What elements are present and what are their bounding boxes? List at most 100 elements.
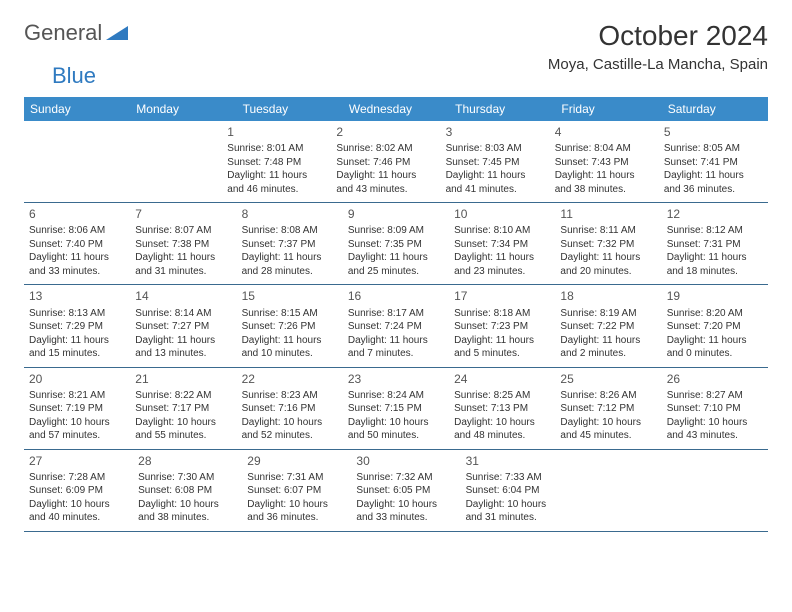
day-cell: 12Sunrise: 8:12 AMSunset: 7:31 PMDayligh… [662, 203, 768, 284]
daylight-text: Daylight: 11 hours [348, 334, 444, 348]
day-number: 3 [446, 124, 545, 140]
sunset-text: Sunset: 7:16 PM [242, 402, 338, 416]
sunset-text: Sunset: 6:09 PM [29, 484, 128, 498]
day-number: 24 [454, 371, 550, 387]
sunrise-text: Sunrise: 8:27 AM [667, 389, 763, 403]
sunset-text: Sunset: 6:07 PM [247, 484, 346, 498]
day-cell: 11Sunrise: 8:11 AMSunset: 7:32 PMDayligh… [555, 203, 661, 284]
sunrise-text: Sunrise: 8:10 AM [454, 224, 550, 238]
daylight-text: Daylight: 10 hours [138, 498, 237, 512]
sunset-text: Sunset: 7:48 PM [227, 156, 326, 170]
sunset-text: Sunset: 7:34 PM [454, 238, 550, 252]
day-number: 29 [247, 453, 346, 469]
day-cell: 19Sunrise: 8:20 AMSunset: 7:20 PMDayligh… [662, 285, 768, 366]
daylight-text: and 0 minutes. [667, 347, 763, 361]
daylight-text: Daylight: 10 hours [135, 416, 231, 430]
daylight-text: Daylight: 11 hours [454, 334, 550, 348]
daylight-text: and 23 minutes. [454, 265, 550, 279]
day-cell: 10Sunrise: 8:10 AMSunset: 7:34 PMDayligh… [449, 203, 555, 284]
daylight-text: Daylight: 11 hours [135, 251, 231, 265]
daylight-text: Daylight: 10 hours [356, 498, 455, 512]
day-number: 17 [454, 288, 550, 304]
logo-text-2-wrap: Blue [52, 63, 768, 89]
daylight-text: Daylight: 11 hours [242, 334, 338, 348]
daylight-text: Daylight: 10 hours [560, 416, 656, 430]
daylight-text: Daylight: 10 hours [466, 498, 565, 512]
day-number: 7 [135, 206, 231, 222]
sunset-text: Sunset: 7:27 PM [135, 320, 231, 334]
daylight-text: Daylight: 11 hours [336, 169, 435, 183]
sunrise-text: Sunrise: 8:21 AM [29, 389, 125, 403]
day-number: 5 [664, 124, 763, 140]
sunrise-text: Sunrise: 8:01 AM [227, 142, 326, 156]
week-row: 6Sunrise: 8:06 AMSunset: 7:40 PMDaylight… [24, 203, 768, 285]
day-number: 4 [555, 124, 654, 140]
day-cell: 5Sunrise: 8:05 AMSunset: 7:41 PMDaylight… [659, 121, 768, 202]
daylight-text: and 38 minutes. [555, 183, 654, 197]
weekday-tuesday: Tuesday [237, 97, 343, 121]
daylight-text: and 43 minutes. [336, 183, 435, 197]
sunrise-text: Sunrise: 8:25 AM [454, 389, 550, 403]
daylight-text: and 31 minutes. [466, 511, 565, 525]
day-number: 1 [227, 124, 326, 140]
daylight-text: and 38 minutes. [138, 511, 237, 525]
daylight-text: and 36 minutes. [664, 183, 763, 197]
day-number: 14 [135, 288, 231, 304]
sunrise-text: Sunrise: 8:17 AM [348, 307, 444, 321]
day-cell: 26Sunrise: 8:27 AMSunset: 7:10 PMDayligh… [662, 368, 768, 449]
daylight-text: Daylight: 11 hours [227, 169, 326, 183]
sunset-text: Sunset: 7:31 PM [667, 238, 763, 252]
weekday-saturday: Saturday [662, 97, 768, 121]
empty-day-cell [123, 121, 222, 202]
day-number: 30 [356, 453, 455, 469]
day-cell: 18Sunrise: 8:19 AMSunset: 7:22 PMDayligh… [555, 285, 661, 366]
daylight-text: and 40 minutes. [29, 511, 128, 525]
logo: General [24, 20, 128, 46]
day-cell: 22Sunrise: 8:23 AMSunset: 7:16 PMDayligh… [237, 368, 343, 449]
day-cell: 3Sunrise: 8:03 AMSunset: 7:45 PMDaylight… [441, 121, 550, 202]
daylight-text: and 13 minutes. [135, 347, 231, 361]
sunrise-text: Sunrise: 8:12 AM [667, 224, 763, 238]
daylight-text: and 33 minutes. [356, 511, 455, 525]
daylight-text: Daylight: 10 hours [454, 416, 550, 430]
sunset-text: Sunset: 7:13 PM [454, 402, 550, 416]
sunset-text: Sunset: 6:05 PM [356, 484, 455, 498]
week-row: 20Sunrise: 8:21 AMSunset: 7:19 PMDayligh… [24, 368, 768, 450]
sunrise-text: Sunrise: 7:31 AM [247, 471, 346, 485]
empty-day-cell [24, 121, 123, 202]
day-cell: 20Sunrise: 8:21 AMSunset: 7:19 PMDayligh… [24, 368, 130, 449]
daylight-text: and 52 minutes. [242, 429, 338, 443]
daylight-text: and 15 minutes. [29, 347, 125, 361]
day-number: 21 [135, 371, 231, 387]
daylight-text: and 10 minutes. [242, 347, 338, 361]
sunset-text: Sunset: 7:24 PM [348, 320, 444, 334]
sunrise-text: Sunrise: 8:26 AM [560, 389, 656, 403]
sunrise-text: Sunrise: 8:05 AM [664, 142, 763, 156]
weekday-monday: Monday [130, 97, 236, 121]
month-title: October 2024 [548, 20, 768, 52]
empty-day-cell [669, 450, 768, 531]
week-row: 27Sunrise: 7:28 AMSunset: 6:09 PMDayligh… [24, 450, 768, 532]
day-number: 10 [454, 206, 550, 222]
day-number: 23 [348, 371, 444, 387]
weeks-container: 1Sunrise: 8:01 AMSunset: 7:48 PMDaylight… [24, 121, 768, 532]
day-cell: 2Sunrise: 8:02 AMSunset: 7:46 PMDaylight… [331, 121, 440, 202]
sunset-text: Sunset: 7:40 PM [29, 238, 125, 252]
daylight-text: and 33 minutes. [29, 265, 125, 279]
logo-text-1: General [24, 20, 102, 46]
daylight-text: Daylight: 11 hours [555, 169, 654, 183]
day-number: 22 [242, 371, 338, 387]
day-cell: 21Sunrise: 8:22 AMSunset: 7:17 PMDayligh… [130, 368, 236, 449]
day-number: 6 [29, 206, 125, 222]
weekday-header-row: SundayMondayTuesdayWednesdayThursdayFrid… [24, 97, 768, 121]
sunrise-text: Sunrise: 8:15 AM [242, 307, 338, 321]
day-cell: 27Sunrise: 7:28 AMSunset: 6:09 PMDayligh… [24, 450, 133, 531]
day-cell: 24 Sunrise: 8:25 AMSunset: 7:13 PMDayligh… [449, 368, 555, 449]
daylight-text: and 7 minutes. [348, 347, 444, 361]
sunset-text: Sunset: 7:23 PM [454, 320, 550, 334]
daylight-text: Daylight: 11 hours [667, 251, 763, 265]
weekday-sunday: Sunday [24, 97, 130, 121]
daylight-text: and 45 minutes. [560, 429, 656, 443]
day-cell: 29Sunrise: 7:31 AMSunset: 6:07 PMDayligh… [242, 450, 351, 531]
day-number: 9 [348, 206, 444, 222]
